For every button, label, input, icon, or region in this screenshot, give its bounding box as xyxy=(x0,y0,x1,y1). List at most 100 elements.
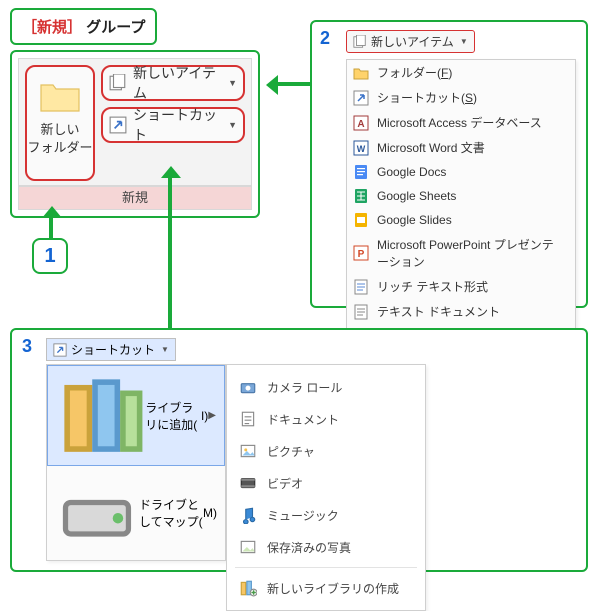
new-item-label: 新しいアイテム xyxy=(133,63,228,103)
accelerator: S xyxy=(465,91,473,105)
menu-item-access[interactable]: Microsoft Access データベース xyxy=(347,110,575,135)
submenu-item-music[interactable]: ミュージック xyxy=(229,499,423,531)
shortcut-icon xyxy=(53,343,67,357)
chevron-down-icon: ▼ xyxy=(161,345,169,354)
chevron-right-icon: ▶ xyxy=(208,410,216,421)
gsheet-icon xyxy=(353,188,369,204)
shortcut-label: ショートカット xyxy=(133,105,228,145)
arrow-line xyxy=(276,82,310,86)
submenu-item-video[interactable]: ビデオ xyxy=(229,467,423,499)
submenu-item-label: ミュージック xyxy=(267,507,339,524)
submenu-item-picture[interactable]: ピクチャ xyxy=(229,435,423,467)
chevron-down-icon: ▼ xyxy=(228,78,237,88)
newlib-icon xyxy=(239,579,257,597)
submenu-item-label: 新しいライブラリの作成 xyxy=(267,580,399,597)
menu-item-library[interactable]: ライブラリに追加(I)▶ xyxy=(47,365,225,466)
new-folder-label-1: 新しい xyxy=(27,121,93,139)
panel-new-item-menu: 2 新しいアイテム ▼ フォルダー(F)ショートカット(S) Microsoft … xyxy=(310,20,588,308)
chevron-down-icon: ▼ xyxy=(460,37,468,46)
shortcut-dropdown-header[interactable]: ショートカット ▼ xyxy=(46,338,176,361)
callout-number-2: 2 xyxy=(320,28,330,49)
rtf-icon xyxy=(353,279,369,295)
arrow-head-up xyxy=(161,166,181,178)
menu-item-ppt[interactable]: Microsoft PowerPoint プレゼンテーション xyxy=(347,232,575,274)
menu-item-label: Google Docs xyxy=(377,165,446,179)
folder-icon xyxy=(39,79,81,113)
new-item-menu: フォルダー(F)ショートカット(S) Microsoft Access データベー… xyxy=(346,59,576,350)
menu-item-rtf[interactable]: リッチ テキスト形式 xyxy=(347,274,575,299)
menu-item-word[interactable]: Microsoft Word 文書 xyxy=(347,135,575,160)
submenu-item-camera[interactable]: カメラ ロール xyxy=(229,371,423,403)
submenu-item-saved[interactable]: 保存済みの写真 xyxy=(229,531,423,563)
menu-item-gslide[interactable]: Google Slides xyxy=(347,208,575,232)
menu-item-label: テキスト ドキュメント xyxy=(377,303,500,320)
camera-icon xyxy=(239,378,257,396)
panel-ribbon-group: 新しい フォルダー 新しいアイテム ▼ ショートカット ▼ 新規 xyxy=(10,50,260,218)
arrow-line xyxy=(168,176,172,328)
new-item-icon xyxy=(109,74,127,92)
menu-item-label: リッチ テキスト形式 xyxy=(377,278,488,295)
callout-number-1: 1 xyxy=(32,238,68,274)
submenu-item-label: ドキュメント xyxy=(267,411,339,428)
accelerator: M xyxy=(203,506,213,520)
shortcut-icon xyxy=(109,116,127,134)
menu-item-label: Google Sheets xyxy=(377,189,456,203)
shortcut-split-button[interactable]: ショートカット ▼ xyxy=(101,107,245,143)
new-item-icon xyxy=(353,35,367,49)
music-icon xyxy=(239,506,257,524)
menu-item-label: Microsoft Word 文書 xyxy=(377,139,485,156)
header-title-box: ［新規］ グループ xyxy=(10,8,157,45)
ribbon-area: 新しい フォルダー 新しいアイテム ▼ ショートカット ▼ xyxy=(18,58,252,186)
menu-item-label: ショートカット( xyxy=(377,89,465,106)
menu-item-label: フォルダー( xyxy=(377,64,441,81)
picture-icon xyxy=(239,442,257,460)
menu-item-folder[interactable]: フォルダー(F) xyxy=(347,60,575,85)
menu-item-gsheet[interactable]: Google Sheets xyxy=(347,184,575,208)
submenu-item-newlib[interactable]: 新しいライブラリの作成 xyxy=(229,572,423,604)
chevron-down-icon: ▼ xyxy=(228,120,237,130)
ppt-icon xyxy=(353,245,369,261)
title-bracket-open: ［ xyxy=(22,19,37,36)
menu-item-txt[interactable]: テキスト ドキュメント xyxy=(347,299,575,324)
gdoc-icon xyxy=(353,164,369,180)
drive-icon xyxy=(55,471,139,555)
gslide-icon xyxy=(353,212,369,228)
menu-item-drive[interactable]: ドライブとしてマップ(M) xyxy=(47,466,225,560)
submenu-item-doc[interactable]: ドキュメント xyxy=(229,403,423,435)
access-icon xyxy=(353,115,369,131)
shortcut-menu: ライブラリに追加(I)▶ドライブとしてマップ(M) xyxy=(46,364,226,561)
video-icon xyxy=(239,474,257,492)
saved-icon xyxy=(239,538,257,556)
new-folder-button[interactable]: 新しい フォルダー xyxy=(25,65,95,181)
title-red-text: 新規 xyxy=(37,19,67,36)
submenu-item-label: ビデオ xyxy=(267,475,303,492)
arrow-head-left xyxy=(266,75,278,95)
menu-item-label: ドライブとしてマップ( xyxy=(139,496,203,530)
arrow-head-up xyxy=(42,206,62,218)
submenu-item-label: カメラ ロール xyxy=(267,379,342,396)
menu-item-label: Microsoft Access データベース xyxy=(377,114,542,131)
title-suffix: グループ xyxy=(86,19,145,36)
new-folder-label-2: フォルダー xyxy=(27,139,93,157)
title-bracket-close: ］ xyxy=(67,19,82,36)
panel-shortcut-menu: 3 ショートカット ▼ ライブラリに追加(I)▶ドライブとしてマップ(M) カメ… xyxy=(10,328,588,572)
menu-item-shortcut[interactable]: ショートカット(S) xyxy=(347,85,575,110)
doc-icon xyxy=(239,410,257,428)
accelerator: F xyxy=(441,66,448,80)
library-icon xyxy=(56,371,145,460)
new-item-split-button[interactable]: 新しいアイテム ▼ xyxy=(101,65,245,101)
menu-item-label: ライブラリに追加( xyxy=(145,399,201,433)
menu-item-label: Microsoft PowerPoint プレゼンテーション xyxy=(377,236,565,270)
new-item-dropdown-header[interactable]: 新しいアイテム ▼ xyxy=(346,30,475,53)
txt-icon xyxy=(353,304,369,320)
library-submenu: カメラ ロールドキュメントピクチャビデオミュージック保存済みの写真新しいライブラ… xyxy=(226,364,426,611)
shortcut-icon xyxy=(353,90,369,106)
arrow-line xyxy=(49,216,53,238)
separator xyxy=(235,567,417,568)
callout-number-3: 3 xyxy=(22,336,32,357)
submenu-item-label: ピクチャ xyxy=(267,443,315,460)
word-icon xyxy=(353,140,369,156)
new-item-dropdown-label: 新しいアイテム xyxy=(371,33,454,50)
shortcut-dropdown-label: ショートカット xyxy=(71,341,155,358)
menu-item-gdoc[interactable]: Google Docs xyxy=(347,160,575,184)
